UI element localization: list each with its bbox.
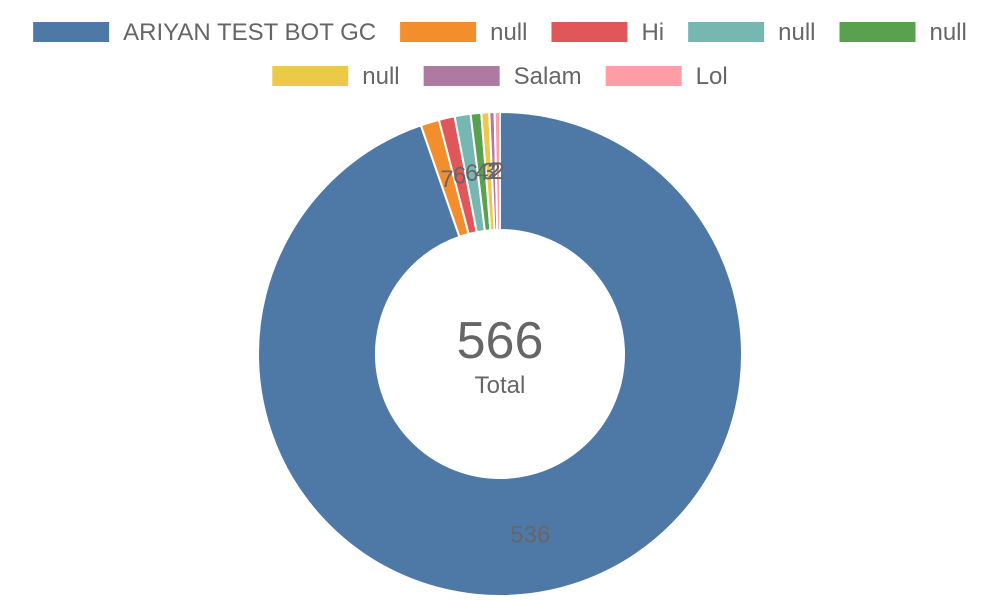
legend-swatch[interactable] xyxy=(423,66,500,86)
legend-label: null xyxy=(362,63,399,90)
chart-legend: ARIYAN TEST BOT GC null Hi null null null Sala… xyxy=(33,19,967,90)
legend-swatch[interactable] xyxy=(839,22,916,42)
chart-center: 566 Total xyxy=(457,312,544,399)
slice-value-label: 3 xyxy=(482,158,495,185)
legend-swatch[interactable] xyxy=(605,66,682,86)
legend-label: Salam xyxy=(514,63,582,90)
legend-label: null xyxy=(778,19,815,46)
center-total-value: 566 xyxy=(457,312,544,370)
legend-label: null xyxy=(929,19,966,46)
legend-swatch[interactable] xyxy=(272,66,349,86)
doughnut-slice[interactable] xyxy=(257,110,743,597)
legend-label: ARIYAN TEST BOT GC xyxy=(123,19,376,46)
legend-swatch[interactable] xyxy=(33,22,110,42)
doughnut-slice[interactable] xyxy=(493,110,501,232)
legend-label: Hi xyxy=(641,19,664,46)
slice-value-label: 6 xyxy=(453,162,466,189)
legend-swatch[interactable] xyxy=(400,22,477,42)
legend-swatch[interactable] xyxy=(551,22,628,42)
slice-value-label: 6 xyxy=(465,160,478,187)
legend-label: Lol xyxy=(696,63,728,90)
legend-label: null xyxy=(490,19,527,46)
slice-value-label: 4 xyxy=(475,159,488,186)
chart-slices xyxy=(257,110,743,597)
legend-swatch[interactable] xyxy=(688,22,765,42)
slice-value-label: 2 xyxy=(487,158,500,185)
slice-value-label: 2 xyxy=(491,158,504,185)
slice-value-label: 536 xyxy=(510,521,550,548)
slice-value-label: 7 xyxy=(440,166,453,193)
center-caption: Total xyxy=(475,372,526,399)
